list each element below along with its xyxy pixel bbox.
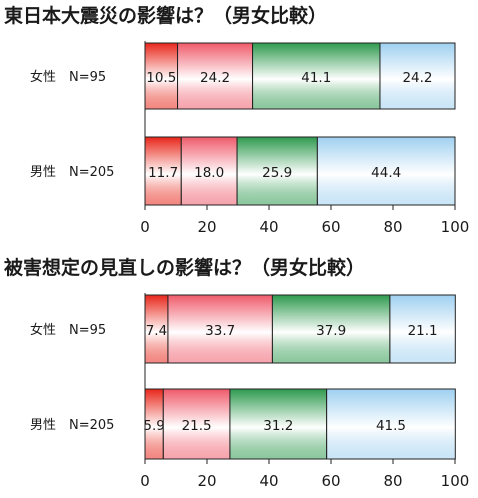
- data-label: 37.9: [316, 323, 346, 339]
- category-label: 女性 N=95: [30, 69, 106, 85]
- x-tick-label: 20: [197, 472, 216, 490]
- x-tick-label: 100: [441, 218, 470, 236]
- data-label: 18.0: [194, 165, 224, 181]
- chart-title: 東日本大震災の影響は？（男女比較）: [4, 4, 327, 27]
- x-tick-label: 0: [140, 218, 150, 236]
- bar-segment: [167, 294, 273, 364]
- data-label: 33.7: [205, 323, 235, 339]
- category-label: 女性 N=95: [30, 322, 106, 338]
- data-label: 24.2: [402, 70, 432, 86]
- bar-segment: [252, 42, 381, 110]
- data-label: 5.9: [143, 418, 164, 434]
- x-tick-label: 80: [383, 472, 402, 490]
- bar-segment: [271, 294, 391, 364]
- data-label: 24.2: [200, 70, 230, 86]
- x-tick-label: 60: [321, 472, 340, 490]
- bar-segment: [316, 136, 456, 206]
- category-label: 男性 N=205: [30, 165, 114, 180]
- data-label: 41.5: [376, 418, 406, 434]
- bar-segment: [144, 42, 179, 110]
- data-label: 41.1: [301, 70, 331, 86]
- x-tick-label: 60: [321, 218, 340, 236]
- data-label: 25.9: [262, 165, 292, 181]
- x-tick-label: 40: [259, 472, 278, 490]
- x-tick-label: 0: [140, 472, 150, 490]
- bar-segment: [162, 388, 231, 460]
- bar-segment: [389, 294, 456, 364]
- bar-segment: [379, 42, 456, 110]
- data-label: 44.4: [371, 165, 401, 181]
- data-label: 7.4: [146, 323, 167, 339]
- data-label: 31.2: [263, 418, 293, 434]
- x-tick-label: 80: [383, 218, 402, 236]
- bar-segment: [180, 136, 238, 206]
- x-tick-label: 40: [259, 218, 278, 236]
- x-tick-label: 20: [197, 218, 216, 236]
- data-label: 21.1: [408, 323, 438, 339]
- data-label: 11.7: [148, 165, 178, 181]
- x-tick-label: 100: [441, 472, 470, 490]
- data-label: 10.5: [146, 70, 176, 86]
- data-label: 21.5: [182, 418, 212, 434]
- category-label: 男性 N=205: [30, 418, 114, 433]
- bar-segment: [177, 42, 254, 110]
- chart-title: 被害想定の見直しの影響は？（男女比較）: [4, 256, 365, 279]
